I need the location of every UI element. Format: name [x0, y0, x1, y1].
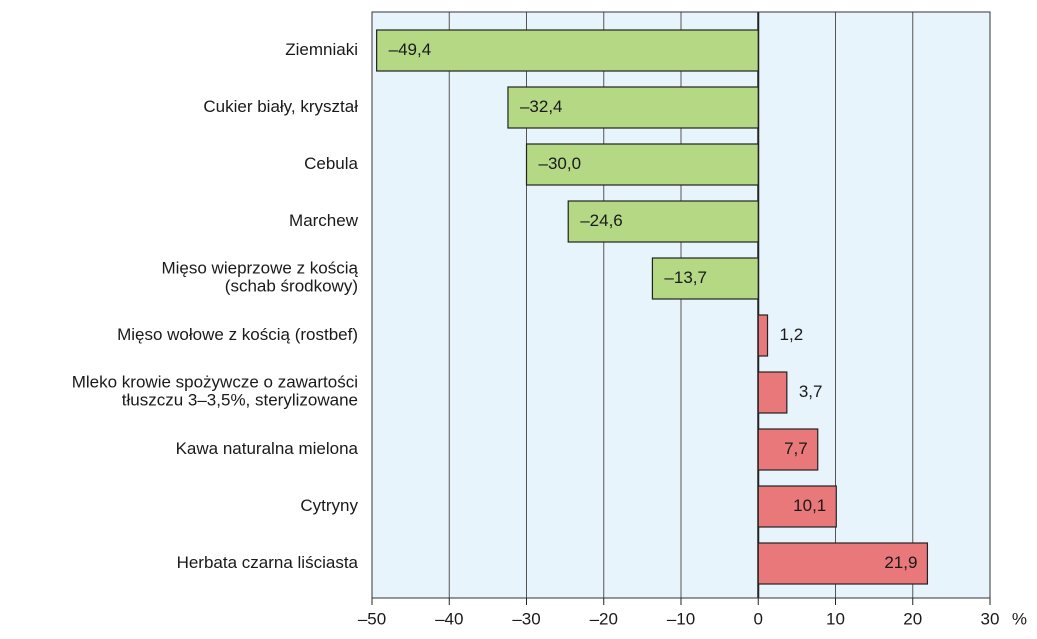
y-tick-label: Cukier biały, kryształ [203, 97, 358, 116]
y-tick-label: Marchew [289, 211, 359, 230]
x-tick-label: –50 [358, 609, 386, 628]
value-label: 21,9 [884, 553, 917, 572]
y-tick-label: Kawa naturalna mielona [176, 439, 359, 458]
value-label: –32,4 [520, 97, 563, 116]
bar [651, 257, 759, 300]
value-label: 7,7 [784, 439, 808, 458]
y-tick-label: Mięso wieprzowe z kością (schab środkowy) [161, 259, 358, 296]
value-label: –24,6 [580, 211, 623, 230]
bar [757, 542, 929, 585]
bar [757, 485, 837, 528]
bar [567, 200, 759, 243]
bar [376, 29, 759, 72]
bar [757, 428, 819, 471]
value-label: 10,1 [793, 496, 826, 515]
bar [507, 86, 759, 129]
value-label: 1,2 [780, 325, 804, 344]
value-label: –13,7 [664, 268, 707, 287]
x-tick-label: –10 [667, 609, 695, 628]
bar [757, 314, 769, 357]
x-axis-label: % [1012, 609, 1027, 628]
bar [757, 371, 788, 414]
y-tick-label: Ziemniaki [285, 40, 358, 59]
y-tick-label: Cebula [304, 154, 358, 173]
x-tick-label: –40 [435, 609, 463, 628]
x-tick-label: 30 [981, 609, 1000, 628]
y-tick-label: Herbata czarna liściasta [177, 553, 359, 572]
x-tick-label: –30 [512, 609, 540, 628]
y-tick-label: Mięso wołowe z kością (rostbef) [117, 325, 358, 344]
x-tick-label: –20 [590, 609, 618, 628]
x-tick-label: 20 [903, 609, 922, 628]
y-tick-label: Cytryny [300, 496, 358, 515]
value-label: –30,0 [539, 154, 582, 173]
x-tick-label: 0 [754, 609, 763, 628]
y-tick-label: Mleko krowie spożywcze o zawartości tłusz… [72, 373, 358, 410]
bar [525, 143, 759, 186]
value-label: 3,7 [799, 382, 823, 401]
value-label: –49,4 [389, 40, 432, 59]
plot-frame [371, 11, 991, 599]
x-tick-label: 10 [826, 609, 845, 628]
